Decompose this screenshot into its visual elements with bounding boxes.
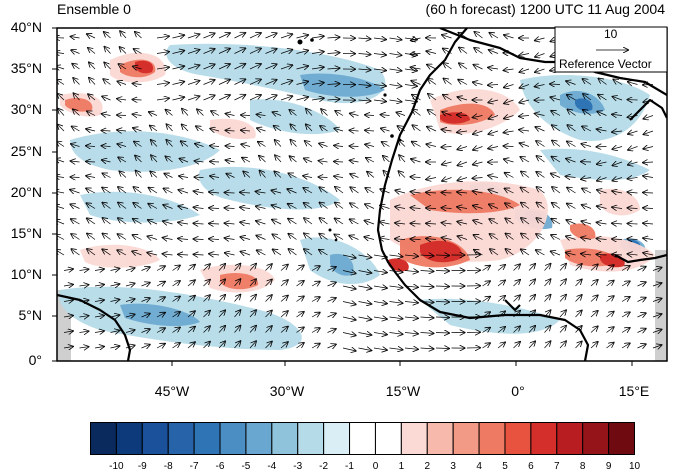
wind-arrow <box>334 162 343 163</box>
colorbar-cell <box>453 423 479 455</box>
colorbar-cell <box>116 423 142 455</box>
colorbar-label: 3 <box>450 461 456 472</box>
colorbar-cell <box>479 423 505 455</box>
colorbar-label: 2 <box>425 461 431 472</box>
lat-label-25n: 25°N <box>11 143 42 159</box>
colorbar-cell <box>246 423 272 455</box>
lon-label-0: 0° <box>511 383 524 399</box>
wind-arrow <box>426 208 436 209</box>
wind-arrow <box>436 286 449 287</box>
wind-arrow <box>133 100 142 101</box>
map-field <box>54 24 667 362</box>
wind-arrow <box>209 224 219 225</box>
wind-arrow <box>550 84 560 85</box>
lat-label-20n: 20°N <box>11 184 42 200</box>
lat-label-35n: 35°N <box>11 60 42 76</box>
colorbar-cell <box>375 423 401 455</box>
wind-arrow <box>86 162 95 163</box>
wind-arrow <box>436 271 449 272</box>
colorbar-cell <box>298 423 324 455</box>
wind-arrow <box>436 333 449 334</box>
colorbar-cell <box>142 423 168 455</box>
colorbar-label: -7 <box>190 461 199 472</box>
colorbar-cell <box>220 423 246 455</box>
lon-label-15w: 15°W <box>386 383 420 399</box>
wind-arrow <box>194 239 204 240</box>
colorbar-label: 10 <box>629 461 640 472</box>
colorbar-label: 0 <box>373 461 379 472</box>
wind-arrow <box>210 162 219 163</box>
wind-arrow <box>436 317 449 318</box>
wind-arrow <box>628 224 638 225</box>
colorbar-cell <box>272 423 298 455</box>
colorbar-label: 6 <box>528 461 534 472</box>
colorbar-cell <box>557 423 583 455</box>
lon-label-45w: 45°W <box>155 383 189 399</box>
colorbar-cell <box>505 423 531 455</box>
reference-vector-magnitude: 10 <box>604 27 617 41</box>
lat-label-10n: 10°N <box>11 266 42 282</box>
wind-arrow <box>436 348 449 349</box>
colorbar-cell <box>401 423 427 455</box>
colorbar-label: -1 <box>345 461 354 472</box>
colorbar-label: -3 <box>293 461 302 472</box>
colorbar-label: -10 <box>109 461 123 472</box>
colorbar-label: 4 <box>476 461 482 472</box>
colorbar-cell <box>324 423 350 455</box>
lon-label-15e: 15°E <box>619 383 650 399</box>
colorbar-label: -6 <box>216 461 225 472</box>
colorbar-label: -9 <box>138 461 147 472</box>
colorbar-cell <box>168 423 194 455</box>
lon-label-30w: 30°W <box>270 383 304 399</box>
colorbar-cell <box>427 423 453 455</box>
wind-arrow <box>71 177 80 178</box>
colorbar-cell <box>583 423 609 455</box>
colorbar <box>90 422 635 455</box>
colorbar-cell <box>350 423 376 455</box>
colorbar-cell <box>531 423 557 455</box>
wind-arrow <box>436 302 449 303</box>
colorbar-label: 7 <box>554 461 560 472</box>
wind-arrow <box>117 115 126 116</box>
wind-arrow <box>643 193 653 194</box>
colorbar-label: 9 <box>606 461 612 472</box>
wind-arrow <box>319 177 328 178</box>
wind-arrow <box>225 193 235 194</box>
colorbar-label: 1 <box>399 461 405 472</box>
colorbar-cell <box>194 423 220 455</box>
wind-arrow <box>350 146 359 147</box>
lat-label-0: 0° <box>29 352 42 368</box>
lat-label-15n: 15°N <box>11 225 42 241</box>
reference-vector-label: Reference Vector <box>559 57 652 71</box>
lat-label-40n: 40°N <box>11 19 42 35</box>
lat-label-5n: 5°N <box>19 307 43 323</box>
colorbar-cell <box>91 423 117 455</box>
wind-arrow <box>436 255 449 256</box>
colorbar-label: 8 <box>580 461 586 472</box>
colorbar-label: 5 <box>502 461 508 472</box>
wind-arrow <box>442 193 452 194</box>
wind-arrow <box>612 239 622 240</box>
colorbar-label: -8 <box>164 461 173 472</box>
colorbar-label: -4 <box>267 461 276 472</box>
colorbar-label: -5 <box>241 461 250 472</box>
wind-arrow <box>241 115 250 116</box>
wind-arrow <box>102 131 111 132</box>
wind-arrow <box>504 146 514 147</box>
lat-label-30n: 30°N <box>11 101 42 117</box>
wind-arrow <box>411 239 421 240</box>
colorbar-label: -2 <box>319 461 328 472</box>
colorbar-cell <box>609 423 635 455</box>
